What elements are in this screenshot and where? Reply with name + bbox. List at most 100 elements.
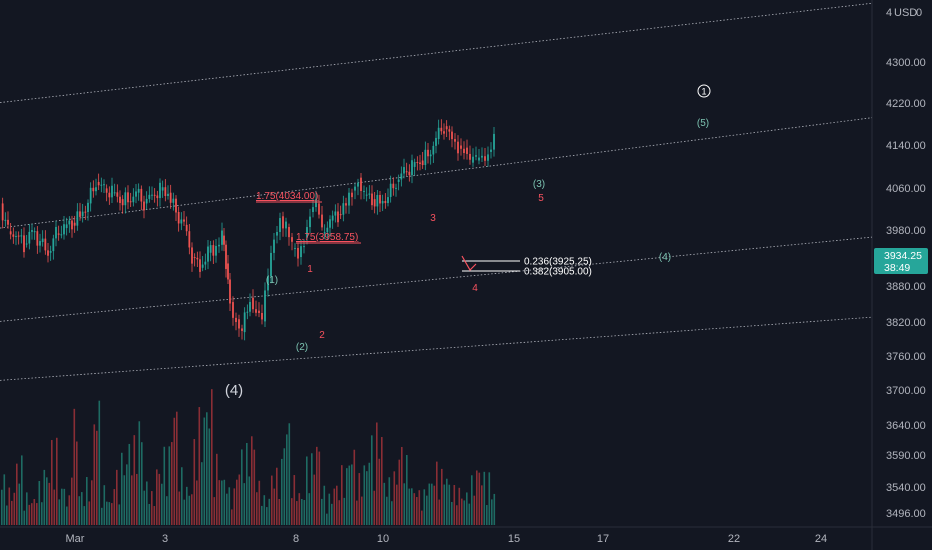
volume-bar bbox=[148, 503, 151, 525]
candle-body bbox=[276, 231, 278, 236]
time-axis[interactable]: Mar 3 8 10 15 17 22 24 bbox=[66, 533, 828, 545]
candle-body bbox=[252, 297, 254, 310]
candle-body bbox=[218, 244, 220, 247]
candle-body bbox=[65, 224, 68, 229]
volume-bar bbox=[166, 496, 168, 525]
candle-body bbox=[270, 252, 272, 277]
volume-bar bbox=[251, 436, 253, 525]
candle-body bbox=[282, 216, 284, 229]
volume-bar bbox=[363, 465, 366, 525]
volume-bar bbox=[201, 462, 203, 525]
volume-bar bbox=[151, 491, 153, 525]
volume-bar bbox=[476, 470, 478, 525]
candle-body bbox=[105, 188, 108, 193]
wave-label: 2 bbox=[319, 330, 325, 341]
wave-label: 4 bbox=[472, 283, 478, 294]
candle-body bbox=[243, 312, 246, 333]
candle-body bbox=[193, 257, 196, 259]
volume-bar bbox=[356, 500, 358, 525]
candle-body bbox=[490, 149, 492, 152]
volume-bar bbox=[393, 471, 396, 525]
volume-bar bbox=[376, 422, 378, 525]
volume-bar bbox=[221, 480, 223, 525]
volume-bar bbox=[286, 434, 288, 525]
volume-bar bbox=[183, 499, 186, 525]
price-axis[interactable]: 4300.00 4220.00 4140.00 4060.00 3980.00 3880.… bbox=[886, 57, 926, 520]
candle-body bbox=[371, 193, 373, 206]
volume-bar bbox=[173, 417, 176, 525]
candle-body bbox=[113, 192, 116, 194]
volume-bar bbox=[41, 502, 43, 525]
candle-body bbox=[156, 195, 159, 199]
y-tick-label: 3496.00 bbox=[886, 508, 926, 520]
volume-bar bbox=[133, 435, 136, 525]
y-tick-label: 3980.00 bbox=[886, 225, 926, 237]
candle-body bbox=[68, 220, 71, 225]
candle-body bbox=[73, 222, 76, 226]
candle-body bbox=[384, 201, 387, 204]
candle-body bbox=[454, 139, 456, 142]
candles bbox=[1, 119, 495, 341]
candle-body bbox=[258, 310, 260, 313]
volume-bar bbox=[398, 459, 401, 525]
y-tick-label: 4140.00 bbox=[886, 140, 926, 152]
volume-bar bbox=[48, 482, 51, 525]
y-tick-label: 3760.00 bbox=[886, 351, 926, 363]
candle-body bbox=[52, 238, 55, 252]
volume-bar bbox=[483, 471, 486, 525]
candle-body bbox=[212, 245, 215, 256]
candle-body bbox=[368, 193, 371, 195]
volume-bar bbox=[328, 493, 331, 525]
volume-bar bbox=[438, 499, 441, 525]
candle-body bbox=[116, 192, 119, 197]
volume-bar bbox=[323, 485, 326, 525]
volume-bar bbox=[106, 501, 108, 525]
candle-body bbox=[227, 263, 229, 280]
volume-bar bbox=[58, 499, 61, 525]
volume-bar bbox=[486, 505, 488, 525]
volume-bar bbox=[208, 428, 211, 525]
volume-bar bbox=[248, 476, 251, 525]
channel-upper[interactable] bbox=[0, 2, 873, 104]
candle-body bbox=[100, 184, 103, 186]
volume-bar bbox=[361, 496, 363, 525]
volume-bar bbox=[163, 446, 166, 525]
volume-bar bbox=[206, 412, 208, 525]
volume-bar bbox=[321, 498, 323, 525]
candle-body bbox=[408, 171, 411, 176]
volume-bar bbox=[213, 497, 216, 525]
fib-retracement[interactable]: 0.236(3925.25)0.382(3905.00) bbox=[461, 255, 592, 278]
volume-bar bbox=[386, 496, 388, 525]
channel-lower-1[interactable] bbox=[0, 236, 873, 322]
volume-bar bbox=[336, 485, 338, 525]
candle-body bbox=[39, 241, 41, 246]
candle-body bbox=[487, 154, 489, 161]
currency-label[interactable]: USD bbox=[894, 7, 917, 19]
channel-mid[interactable] bbox=[0, 117, 873, 229]
y-tick-label: 3820.00 bbox=[886, 317, 926, 329]
channel-lower-2[interactable] bbox=[0, 316, 873, 381]
volume-bar bbox=[461, 498, 463, 525]
candle-body bbox=[44, 238, 47, 251]
volume-bar bbox=[66, 506, 68, 525]
candle-body bbox=[60, 234, 63, 236]
candle-body bbox=[472, 156, 474, 163]
volume-bar bbox=[471, 475, 473, 525]
candle-body bbox=[129, 201, 132, 203]
candle-body bbox=[172, 198, 175, 203]
volume-bar bbox=[71, 477, 73, 525]
volume-bar bbox=[473, 495, 476, 525]
volume-bar bbox=[246, 443, 248, 525]
axis-menu-label[interactable]: 4 bbox=[886, 7, 892, 19]
volume-bar bbox=[223, 479, 226, 525]
volume-bar bbox=[463, 500, 466, 525]
circle-wave-label: 1 bbox=[701, 87, 706, 97]
candle-body bbox=[381, 201, 384, 204]
volume-bar bbox=[8, 487, 11, 525]
volume-bar bbox=[441, 468, 443, 525]
candle-body bbox=[111, 185, 113, 198]
candle-body bbox=[291, 237, 293, 242]
x-tick-label: 3 bbox=[162, 533, 168, 545]
candle-body bbox=[303, 246, 305, 248]
